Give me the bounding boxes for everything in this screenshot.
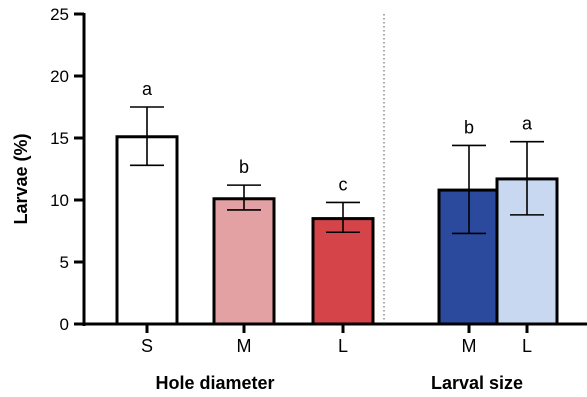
bar <box>311 217 375 326</box>
x-tick-label: S <box>141 336 153 356</box>
y-tick-label: 25 <box>50 5 69 24</box>
significance-label: b <box>464 117 474 137</box>
significance-label: a <box>522 114 533 134</box>
x-tick-label: M <box>462 336 477 356</box>
y-tick-label: 10 <box>50 191 69 210</box>
group-title: Larval size <box>431 373 523 393</box>
x-tick-label: L <box>522 336 532 356</box>
bars <box>115 106 559 326</box>
y-ticks: 0 5 10 15 20 25 <box>50 5 84 334</box>
y-tick-label: 15 <box>50 129 69 148</box>
y-tick-label: 5 <box>60 253 69 272</box>
significance-label: a <box>142 79 153 99</box>
y-axis-label-group: Larvae (%) <box>11 133 31 224</box>
labels: a Sb Mc L Hole diameter b Ma L Larval size <box>141 79 533 393</box>
bar <box>212 197 276 326</box>
y-axis-title: Larvae (%) <box>11 133 31 224</box>
bar <box>115 135 179 326</box>
x-tick-label: L <box>338 336 348 356</box>
group-title: Hole diameter <box>155 373 274 393</box>
significance-label: c <box>339 174 348 194</box>
x-tick-label: M <box>237 336 252 356</box>
y-tick-label: 20 <box>50 67 69 86</box>
significance-label: b <box>239 157 249 177</box>
y-tick-label: 0 <box>60 315 69 334</box>
